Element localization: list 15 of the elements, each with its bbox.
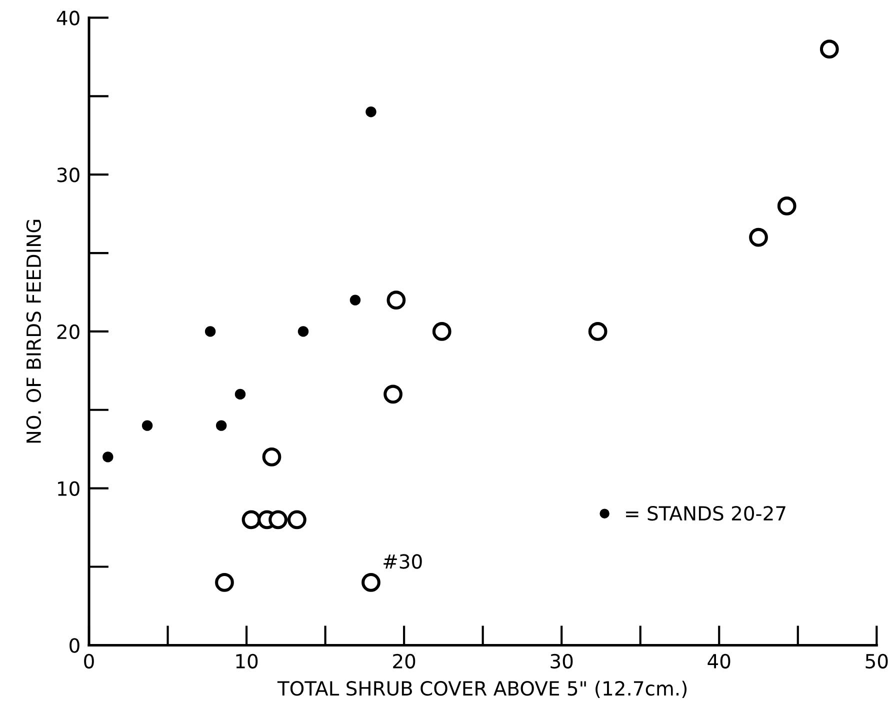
y-tick-label: 20 (57, 324, 80, 340)
x-tick-label: 10 (236, 654, 258, 669)
y-tick-label: 10 (58, 481, 80, 496)
x-axis-title: TOTAL SHRUB COVER ABOVE 5" (12.7cm.) (277, 680, 687, 698)
y-tick-label: 0 (70, 638, 80, 653)
x-tick-label: 30 (550, 654, 573, 669)
x-tick-label: 50 (866, 654, 888, 669)
x-tick-label: 20 (393, 654, 416, 669)
annotation: #30 (384, 554, 422, 569)
legend-label: = STANDS 20-27 (626, 506, 786, 521)
y-tick-label: 30 (57, 168, 80, 182)
y-axis-title: NO. OF BIRDS FEEDING (26, 220, 42, 443)
y-tick-label: 40 (56, 10, 80, 26)
x-tick-label: 0 (84, 654, 94, 669)
x-tick-label: 40 (708, 654, 730, 669)
